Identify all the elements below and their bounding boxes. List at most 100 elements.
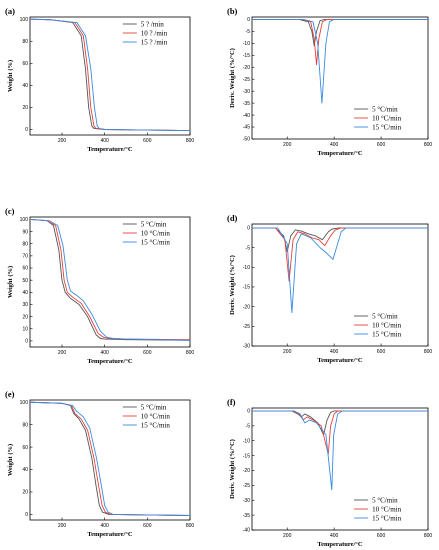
panel-label: (b) — [227, 6, 238, 16]
x-tick-label: 600 — [377, 142, 386, 148]
x-tick-label: 400 — [100, 523, 109, 529]
y-tick-label: -10 — [243, 265, 250, 271]
plot-frame — [29, 16, 191, 136]
legend-label: 10 °C/min — [372, 505, 402, 513]
series-line-3 — [252, 18, 428, 104]
series-line-1 — [252, 410, 428, 436]
y-tick-label: -5 — [246, 245, 251, 251]
x-axis-title: Temperature/°C — [317, 357, 363, 364]
x-tick-label: 600 — [377, 349, 386, 355]
series-line-3 — [252, 410, 428, 491]
y-tick-label: 80 — [22, 39, 28, 45]
legend-label: 10 °C/min — [141, 229, 171, 237]
y-tick-label: 80 — [22, 422, 28, 428]
y-tick-label: -40 — [243, 528, 250, 534]
y-tick-label: 20 — [22, 490, 28, 496]
x-axis-title: Temperature/°C — [317, 541, 363, 548]
y-tick-label: 10 — [22, 326, 28, 332]
x-tick-label: 200 — [283, 142, 292, 148]
y-tick-label: 60 — [22, 445, 28, 451]
x-axis-title: Temperature/°C — [87, 358, 133, 365]
plot-frame — [251, 16, 429, 140]
panel-label: (d) — [227, 213, 238, 223]
x-axis-title: Temperature/°C — [317, 150, 363, 157]
y-tick-label: 30 — [22, 302, 28, 308]
plot-frame — [29, 216, 191, 348]
series-line-1 — [252, 18, 428, 47]
series-line-2 — [252, 18, 428, 66]
y-tick-label: -30 — [243, 344, 250, 350]
y-tick-label: 90 — [22, 229, 28, 235]
y-tick-label: -25 — [243, 483, 250, 489]
legend-label: 15 ? /min — [141, 38, 168, 46]
legend-label: 5 °C/min — [141, 220, 167, 228]
y-tick-label: -50 — [243, 137, 250, 143]
y-tick-label: 60 — [22, 266, 28, 272]
series-line-3 — [30, 218, 190, 341]
y-tick-label: -30 — [243, 498, 250, 504]
y-tick-label: -25 — [243, 77, 250, 83]
plot-frame — [29, 399, 191, 521]
x-tick-label: 600 — [377, 533, 386, 539]
series-line-3 — [30, 401, 190, 516]
x-tick-label: 400 — [330, 533, 339, 539]
x-axis-title: Temperature/°C — [87, 146, 133, 153]
y-tick-label: 0 — [25, 339, 28, 345]
y-axis-title: Deriv. Weight (%/°C) — [229, 48, 236, 108]
y-tick-label: 20 — [22, 105, 28, 111]
legend-label: 15 °C/min — [372, 123, 402, 131]
x-tick-label: 400 — [100, 138, 109, 144]
chart-panel-4: 200 400 600 800 0 -5 -10 -15 -20 -25 -30 Temperatur… — [227, 213, 432, 364]
y-tick-label: -20 — [243, 65, 250, 71]
y-tick-label: -40 — [243, 113, 250, 119]
chart-panel-2: 200 400 600 800 0 -5 -10 -15 -20 -25 -30 -35 -40 -45 -… — [227, 6, 432, 157]
legend-label: 10 °C/min — [141, 412, 171, 420]
legend-label: 5 °C/min — [372, 496, 398, 504]
y-axis-title: Weight (%) — [7, 444, 14, 476]
x-tick-label: 600 — [143, 350, 152, 356]
panel-label: (a) — [5, 6, 15, 16]
legend-label: 5 °C/min — [141, 403, 167, 411]
x-tick-label: 800 — [186, 138, 195, 144]
y-tick-label: 40 — [22, 467, 28, 473]
x-tick-label: 200 — [58, 523, 67, 529]
x-tick-label: 200 — [58, 350, 67, 356]
legend-label: 10 ? /min — [141, 29, 168, 37]
x-axis-title: Temperature/°C — [87, 531, 133, 538]
y-tick-label: 100 — [20, 17, 29, 23]
series-line-3 — [252, 227, 428, 313]
y-axis-title: Weight (%) — [7, 60, 14, 92]
series-line-2 — [30, 218, 190, 341]
y-tick-label: 0 — [247, 17, 250, 23]
y-axis-title: Deriv. Weight (%/°C) — [229, 255, 236, 315]
y-tick-label: -25 — [243, 324, 250, 330]
y-tick-label: 80 — [22, 241, 28, 247]
x-tick-label: 800 — [424, 142, 433, 148]
y-tick-label: -15 — [243, 53, 250, 59]
y-tick-label: -20 — [243, 468, 250, 474]
x-tick-label: 800 — [424, 349, 433, 355]
legend-label: 15 °C/min — [141, 421, 171, 429]
legend-label: 10 °C/min — [372, 321, 402, 329]
y-tick-label: 40 — [22, 290, 28, 296]
y-tick-label: -15 — [243, 453, 250, 459]
y-tick-label: -30 — [243, 89, 250, 95]
x-tick-label: 400 — [330, 349, 339, 355]
y-tick-label: 0 — [25, 512, 28, 518]
x-tick-label: 200 — [58, 138, 67, 144]
y-tick-label: -45 — [243, 125, 250, 131]
y-tick-label: 20 — [22, 314, 28, 320]
y-tick-label: 60 — [22, 61, 28, 67]
y-axis-title: Deriv. Weight (%/°C) — [229, 439, 236, 499]
series-line-1 — [30, 218, 190, 341]
legend-label: 15 °C/min — [141, 238, 171, 246]
y-tick-label: 0 — [247, 409, 250, 415]
y-tick-label: -5 — [246, 29, 251, 35]
legend-label: 10 °C/min — [372, 114, 402, 122]
x-tick-label: 600 — [143, 523, 152, 529]
legend-label: 5 ? /min — [141, 20, 164, 28]
x-tick-label: 200 — [283, 533, 292, 539]
y-tick-label: 0 — [25, 127, 28, 133]
